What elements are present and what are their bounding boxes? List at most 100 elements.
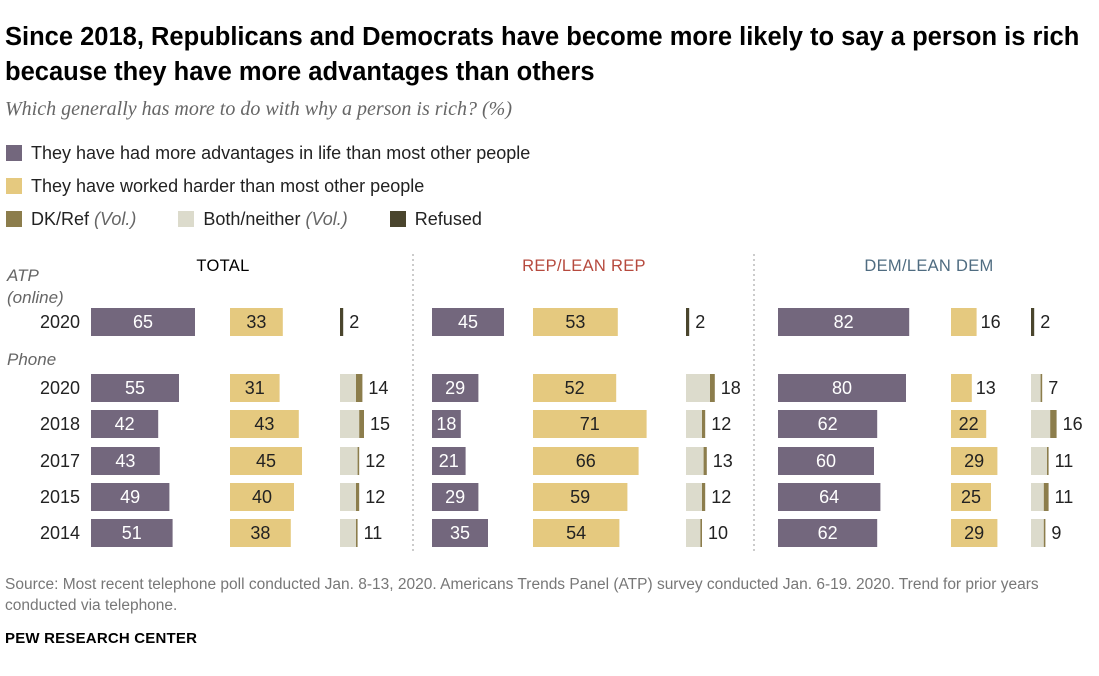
year-label-2020-phone: 2020 xyxy=(40,378,80,398)
bar-worked-harder-rep-lean-rep-2015-phone xyxy=(533,483,628,511)
bar-advantages-rep-lean-rep-2014-phone xyxy=(432,519,488,547)
bar-both-neither-total-2020-phone xyxy=(340,374,356,402)
value-advantages-dem-lean-dem-2018-phone: 62 xyxy=(818,414,838,434)
bar-both-neither-rep-lean-rep-2020-phone xyxy=(686,374,710,402)
year-label-2018-phone: 2018 xyxy=(40,414,80,434)
bar-advantages-dem-lean-dem-2020-online xyxy=(778,308,910,336)
legend-label-worked-harder: They have worked harder than most other … xyxy=(31,175,425,196)
value-worked-harder-total-2014-phone: 38 xyxy=(250,523,270,543)
bar-refused-total-2020-online xyxy=(340,308,344,336)
value-other-rep-lean-rep-2018-phone: 12 xyxy=(711,414,731,434)
value-advantages-dem-lean-dem-2015-phone: 64 xyxy=(819,487,839,507)
bar-both-neither-dem-lean-dem-2020-phone xyxy=(1031,374,1041,402)
value-advantages-total-2020-phone: 55 xyxy=(125,378,145,398)
mode-label-phone: Phone xyxy=(7,350,56,369)
value-other-total-2017-phone: 12 xyxy=(365,451,385,471)
bar-advantages-dem-lean-dem-2014-phone xyxy=(778,519,878,547)
value-other-dem-lean-dem-2018-phone: 16 xyxy=(1063,414,1083,434)
value-advantages-total-2017-phone: 43 xyxy=(115,451,135,471)
year-label-2014-phone: 2014 xyxy=(40,523,80,543)
legend-item-both-neither: Both/neither (Vol.) xyxy=(178,208,348,230)
bar-worked-harder-dem-lean-dem-2018-phone xyxy=(951,410,987,438)
legend-item-worked-harder: They have worked harder than most other … xyxy=(6,176,424,197)
value-advantages-rep-lean-rep-2014-phone: 35 xyxy=(450,523,470,543)
value-worked-harder-dem-lean-dem-2017-phone: 29 xyxy=(964,451,984,471)
bar-dk-ref-dem-lean-dem-2014-phone xyxy=(1043,519,1046,547)
value-worked-harder-dem-lean-dem-2018-phone: 22 xyxy=(959,414,979,434)
bar-worked-harder-dem-lean-dem-2020-phone xyxy=(951,374,972,402)
value-advantages-rep-lean-rep-2018-phone: 18 xyxy=(436,414,456,434)
legend-row-1: They have had more advantages in life th… xyxy=(6,142,572,164)
year-label-2017-phone: 2017 xyxy=(40,451,80,471)
bar-advantages-dem-lean-dem-2015-phone xyxy=(778,483,881,511)
value-other-total-2015-phone: 12 xyxy=(365,487,385,507)
bar-dk-ref-dem-lean-dem-2015-phone xyxy=(1043,483,1049,511)
bar-dk-ref-total-2020-phone xyxy=(356,374,363,402)
bar-worked-harder-rep-lean-rep-2020-online xyxy=(533,308,618,336)
legend-row-2: They have worked harder than most other … xyxy=(6,175,466,197)
bar-worked-harder-dem-lean-dem-2017-phone xyxy=(951,447,998,475)
legend-label-both-neither: Both/neither xyxy=(203,208,301,229)
value-other-total-2020-phone: 14 xyxy=(368,378,388,398)
bar-dk-ref-total-2015-phone xyxy=(356,483,360,511)
value-worked-harder-dem-lean-dem-2014-phone: 29 xyxy=(964,523,984,543)
legend-label-advantages: They have had more advantages in life th… xyxy=(31,142,531,163)
bar-worked-harder-total-2014-phone xyxy=(230,519,291,547)
bar-dk-ref-rep-lean-rep-2014-phone xyxy=(700,519,702,547)
bar-refused-rep-lean-rep-2020-online xyxy=(686,308,690,336)
value-worked-harder-total-2020-phone: 31 xyxy=(245,378,265,398)
mode-label-online: (online) xyxy=(7,288,64,307)
bar-worked-harder-dem-lean-dem-2020-online xyxy=(951,308,977,336)
group-label-total: TOTAL xyxy=(196,257,249,275)
bar-worked-harder-total-2015-phone xyxy=(230,483,294,511)
bar-advantages-total-2020-online xyxy=(91,308,195,336)
bar-both-neither-dem-lean-dem-2018-phone xyxy=(1031,410,1051,438)
bar-advantages-total-2018-phone xyxy=(91,410,159,438)
bar-both-neither-dem-lean-dem-2014-phone xyxy=(1031,519,1044,547)
value-other-rep-lean-rep-2015-phone: 12 xyxy=(711,487,731,507)
year-label-2020-online: 2020 xyxy=(40,312,80,332)
chart-title: Since 2018, Republicans and Democrats ha… xyxy=(5,23,1080,86)
value-advantages-total-2020-online: 65 xyxy=(133,312,153,332)
bar-advantages-rep-lean-rep-2020-online xyxy=(432,308,504,336)
legend-row-3: DK/Ref (Vol.) Both/neither (Vol.) Refuse… xyxy=(6,208,524,230)
group-label-rep-lean-rep: REP/LEAN REP xyxy=(522,257,646,275)
bar-worked-harder-rep-lean-rep-2018-phone xyxy=(533,410,647,438)
value-worked-harder-total-2018-phone: 43 xyxy=(254,414,274,434)
bar-both-neither-rep-lean-rep-2018-phone xyxy=(686,410,702,438)
value-worked-harder-rep-lean-rep-2014-phone: 54 xyxy=(566,523,586,543)
bar-worked-harder-dem-lean-dem-2014-phone xyxy=(951,519,998,547)
legend-swatch-dk-ref xyxy=(6,211,22,227)
bar-refused-dem-lean-dem-2020-online xyxy=(1031,308,1035,336)
value-other-rep-lean-rep-2017-phone: 13 xyxy=(713,451,733,471)
legend-item-advantages: They have had more advantages in life th… xyxy=(6,143,530,164)
bar-dk-ref-total-2018-phone xyxy=(359,410,364,438)
bar-worked-harder-total-2020-online xyxy=(230,308,283,336)
value-other-dem-lean-dem-2020-online: 2 xyxy=(1040,312,1050,332)
bar-advantages-total-2017-phone xyxy=(91,447,160,475)
value-advantages-dem-lean-dem-2020-online: 82 xyxy=(834,312,854,332)
legend-swatch-worked-harder xyxy=(6,178,22,194)
bar-worked-harder-rep-lean-rep-2017-phone xyxy=(533,447,639,475)
value-advantages-rep-lean-rep-2015-phone: 29 xyxy=(445,487,465,507)
value-other-rep-lean-rep-2020-online: 2 xyxy=(695,312,705,332)
bar-dk-ref-rep-lean-rep-2017-phone xyxy=(703,447,707,475)
value-other-total-2020-online: 2 xyxy=(349,312,359,332)
bar-advantages-total-2015-phone xyxy=(91,483,170,511)
bar-both-neither-total-2015-phone xyxy=(340,483,356,511)
bar-advantages-dem-lean-dem-2018-phone xyxy=(778,410,878,438)
bar-advantages-rep-lean-rep-2017-phone xyxy=(432,447,466,475)
bar-dk-ref-total-2017-phone xyxy=(357,447,360,475)
value-advantages-rep-lean-rep-2017-phone: 21 xyxy=(439,451,459,471)
value-advantages-dem-lean-dem-2020-phone: 80 xyxy=(832,378,852,398)
value-advantages-total-2015-phone: 49 xyxy=(120,487,140,507)
value-worked-harder-total-2017-phone: 45 xyxy=(256,451,276,471)
legend-swatch-advantages xyxy=(6,145,22,161)
mode-label-atp: ATP xyxy=(6,266,39,285)
bar-worked-harder-total-2017-phone xyxy=(230,447,302,475)
bar-worked-harder-dem-lean-dem-2015-phone xyxy=(951,483,991,511)
legend-label-dk-ref-vol: (Vol.) xyxy=(94,208,137,229)
bar-both-neither-total-2018-phone xyxy=(340,410,360,438)
value-advantages-rep-lean-rep-2020-phone: 29 xyxy=(445,378,465,398)
credit-label: PEW RESEARCH CENTER xyxy=(5,630,198,647)
